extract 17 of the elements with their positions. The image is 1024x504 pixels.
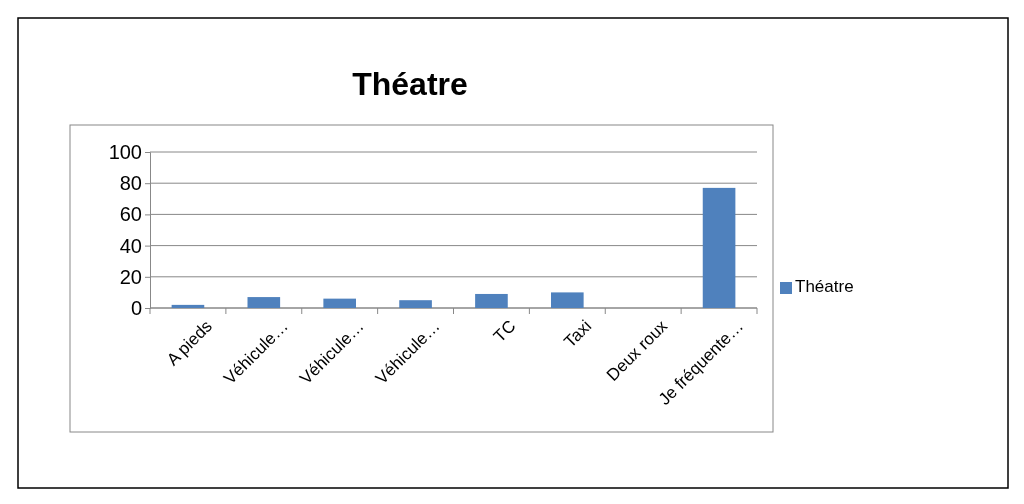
bar [551, 292, 584, 308]
y-tick-label: 80 [119, 172, 142, 195]
y-tick-label: 60 [119, 203, 142, 226]
bar [171, 304, 205, 308]
y-tick-label: 100 [108, 140, 142, 163]
bar [323, 298, 356, 308]
bar [702, 187, 736, 308]
y-tick-label: 40 [119, 234, 142, 257]
x-tick-label: TC [489, 316, 520, 347]
chart-title: Théatre [352, 66, 468, 102]
y-tick-label: 20 [119, 265, 142, 288]
y-tick-label: 0 [130, 296, 142, 319]
bar [475, 293, 508, 308]
bar [399, 300, 432, 308]
x-tick-label: Taxi [560, 316, 596, 352]
legend-label: Théatre [795, 277, 854, 297]
bar [247, 297, 281, 308]
